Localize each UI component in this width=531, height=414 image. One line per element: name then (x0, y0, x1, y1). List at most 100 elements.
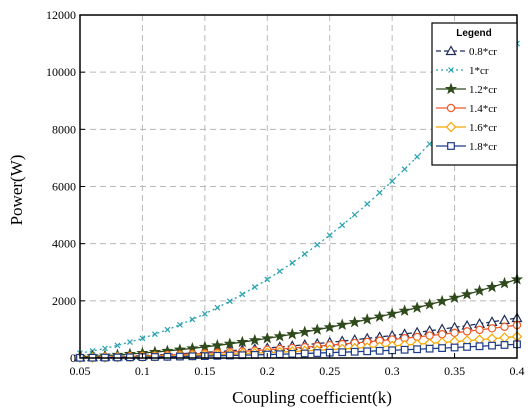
legend-item: 1.4*cr (436, 103, 497, 115)
legend-box (431, 22, 518, 166)
data-point (289, 259, 296, 266)
data-point (487, 324, 497, 333)
data-point (461, 287, 474, 300)
x-tick-label: 0.25 (319, 364, 340, 378)
legend: Legend 0.8*cr 1*cr 1.2*cr 1.4*cr 1.6*cr 1.8*c… (431, 22, 518, 166)
data-point (450, 328, 459, 338)
x-axis-ticks: 0.05 0.1 0.15 0.2 0.25 0.3 0.35 0.4 (70, 353, 525, 378)
legend-label: 1*cr (469, 65, 489, 77)
data-point (463, 342, 471, 351)
y-tick-label: 12000 (46, 8, 76, 22)
data-point (436, 294, 449, 307)
data-point (163, 352, 172, 361)
data-point (398, 304, 411, 316)
data-point (351, 211, 358, 218)
data-point (498, 276, 511, 289)
data-point (475, 325, 484, 335)
data-point (500, 322, 509, 331)
y-tick-label: 10000 (46, 65, 76, 79)
data-point (275, 350, 284, 359)
data-point (426, 141, 433, 147)
data-point (300, 349, 309, 358)
legend-item: 1.6*cr (436, 121, 497, 134)
data-point (389, 178, 396, 185)
legend-label: 1.8*cr (469, 141, 497, 153)
data-point (364, 201, 371, 207)
data-point (239, 291, 246, 298)
data-point (462, 327, 472, 336)
y-tick-label: 8000 (52, 122, 76, 136)
data-point (338, 348, 347, 357)
data-point (188, 352, 197, 361)
data-point (348, 315, 361, 328)
data-point (450, 343, 459, 352)
data-point (225, 351, 234, 360)
data-point (401, 166, 408, 173)
data-point (485, 280, 499, 293)
data-point (375, 346, 384, 355)
x-tick-label: 0.4 (510, 364, 525, 378)
data-point (363, 347, 372, 356)
y-axis-title: Power(W) (7, 155, 26, 226)
legend-label: 1.6*cr (469, 122, 497, 134)
legend-title: Legend (456, 28, 492, 39)
data-point (323, 320, 336, 333)
data-point (214, 304, 221, 311)
data-point (276, 268, 283, 275)
data-point (400, 345, 409, 354)
data-point (313, 349, 322, 357)
data-point (151, 353, 159, 361)
y-tick-label: 4000 (52, 237, 76, 251)
data-point (425, 344, 434, 353)
data-point (314, 241, 321, 248)
data-point (213, 351, 222, 360)
x-tick-label: 0.3 (385, 364, 400, 378)
data-point (176, 321, 183, 328)
data-point (298, 325, 311, 338)
legend-item: 1.8*cr (436, 141, 497, 153)
legend-label: 1.2*cr (469, 84, 497, 96)
data-point (373, 310, 386, 322)
y-tick-label: 0 (70, 351, 76, 365)
y-tick-label: 6000 (52, 180, 76, 194)
data-point (127, 339, 133, 346)
x-tick-label: 0.05 (70, 364, 91, 378)
y-axis-ticks: 0 2000 4000 6000 8000 10000 12000 (46, 8, 85, 365)
data-point (139, 335, 146, 342)
data-point (223, 337, 236, 349)
data-point (386, 307, 399, 319)
y-tick-label: 2000 (52, 294, 76, 308)
legend-marker (446, 103, 456, 113)
data-point (448, 291, 461, 303)
data-point (423, 298, 436, 310)
data-point (102, 345, 108, 352)
data-point (388, 346, 397, 355)
data-point (288, 349, 297, 358)
data-point (473, 284, 486, 296)
legend-item: 1*cr (436, 65, 489, 77)
data-point (339, 222, 346, 229)
legend-item: 0.8*cr (436, 45, 497, 58)
x-tick-label: 0.2 (260, 364, 275, 378)
x-axis-title: Coupling coefficient(k) (232, 388, 392, 407)
data-point (475, 342, 484, 351)
data-point (326, 232, 333, 239)
data-point (248, 333, 261, 346)
data-point (361, 313, 374, 325)
data-point (251, 284, 258, 290)
data-point (201, 310, 208, 317)
data-point (350, 347, 359, 356)
data-point (437, 330, 447, 339)
data-point (414, 153, 421, 160)
data-point (211, 339, 224, 351)
legend-marker (445, 45, 457, 56)
data-point (175, 352, 184, 361)
x-tick-label: 0.1 (135, 364, 150, 378)
data-point (438, 344, 446, 352)
data-point (488, 341, 496, 350)
data-point (273, 329, 286, 342)
data-point (114, 342, 121, 349)
data-point (164, 326, 171, 333)
legend-items: 0.8*cr 1*cr 1.2*cr 1.4*cr 1.6*cr 1.8*cr (436, 45, 497, 153)
